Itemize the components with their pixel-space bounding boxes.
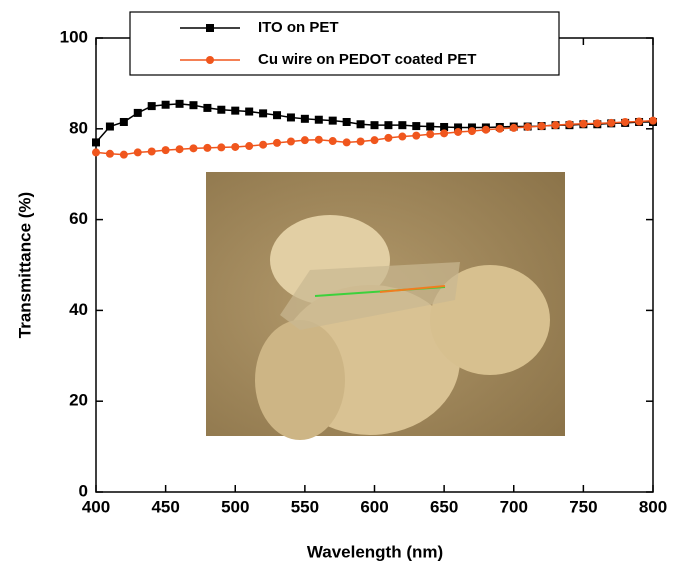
data-point: [315, 136, 323, 144]
data-point: [134, 148, 142, 156]
data-point: [315, 116, 323, 124]
x-tick-label: 650: [430, 497, 458, 516]
data-point: [189, 144, 197, 152]
data-point: [649, 117, 657, 125]
data-point: [607, 119, 615, 127]
x-tick-label: 600: [360, 497, 388, 516]
data-point: [524, 123, 532, 131]
data-point: [92, 138, 100, 146]
data-point: [357, 120, 365, 128]
legend-label: Cu wire on PEDOT coated PET: [258, 51, 476, 68]
data-point: [398, 133, 406, 141]
data-point: [134, 109, 142, 117]
data-point: [120, 118, 128, 126]
data-point: [259, 109, 267, 117]
data-point: [621, 118, 629, 126]
x-tick-label: 750: [569, 497, 597, 516]
data-point: [552, 121, 560, 129]
data-point: [231, 107, 239, 115]
data-point: [482, 126, 490, 134]
data-point: [106, 150, 114, 158]
data-point: [287, 113, 295, 121]
data-point: [231, 143, 239, 151]
data-point: [343, 118, 351, 126]
data-point: [148, 148, 156, 156]
chart: Wavelength (nm) Transmittance (%) 40 0 450…: [0, 0, 685, 566]
data-point: [412, 122, 420, 130]
data-point: [176, 100, 184, 108]
data-point: [245, 108, 253, 116]
data-point: [329, 137, 337, 145]
data-point: [398, 121, 406, 129]
data-point: [384, 134, 392, 142]
y-tick-label: 40: [69, 300, 88, 319]
legend-label: ITO on PET: [258, 19, 339, 36]
data-point: [189, 101, 197, 109]
x-tick-label: 700: [500, 497, 528, 516]
data-point: [440, 129, 448, 137]
data-point: [426, 130, 434, 138]
x-tick-label: 450: [151, 497, 179, 516]
page: {"chart_data": {"type": "line", "x_label…: [0, 0, 685, 566]
data-point: [301, 136, 309, 144]
data-point: [329, 117, 337, 125]
data-point: [120, 151, 128, 159]
data-point: [106, 123, 114, 131]
data-point: [217, 143, 225, 151]
legend-marker: [206, 24, 214, 32]
data-point: [162, 146, 170, 154]
data-point: [92, 148, 100, 156]
x-axis-title: Wavelength (nm): [307, 542, 443, 561]
data-point: [371, 121, 379, 129]
data-point: [454, 128, 462, 136]
legend-marker: [206, 56, 214, 64]
data-point: [287, 138, 295, 146]
y-axis-title: Transmittance (%): [15, 192, 34, 338]
data-point: [579, 120, 587, 128]
x-tick-label: 800: [639, 497, 667, 516]
data-point: [468, 127, 476, 135]
data-point: [635, 118, 643, 126]
data-point: [148, 102, 156, 110]
y-tick-label: 0: [79, 481, 88, 500]
y-tick-label: 20: [69, 391, 88, 410]
data-point: [203, 104, 211, 112]
data-point: [203, 144, 211, 152]
data-point: [301, 115, 309, 123]
data-point: [426, 123, 434, 131]
data-point: [357, 138, 365, 146]
x-tick-label: 500: [221, 497, 249, 516]
inset-photo: [206, 172, 565, 440]
data-point: [371, 136, 379, 144]
data-point: [245, 142, 253, 150]
y-tick-label: 60: [69, 209, 88, 228]
data-point: [384, 121, 392, 129]
data-point: [412, 132, 420, 140]
data-point: [259, 141, 267, 149]
data-point: [273, 111, 281, 119]
data-point: [510, 124, 518, 132]
data-point: [565, 120, 573, 128]
data-point: [343, 138, 351, 146]
data-point: [593, 119, 601, 127]
data-point: [273, 139, 281, 147]
data-point: [538, 122, 546, 130]
data-point: [162, 101, 170, 109]
y-tick-label: 100: [60, 27, 88, 46]
data-point: [176, 145, 184, 153]
data-point: [496, 125, 504, 133]
data-point: [217, 106, 225, 114]
y-tick-label: 80: [69, 118, 88, 137]
x-tick-label: 550: [291, 497, 319, 516]
